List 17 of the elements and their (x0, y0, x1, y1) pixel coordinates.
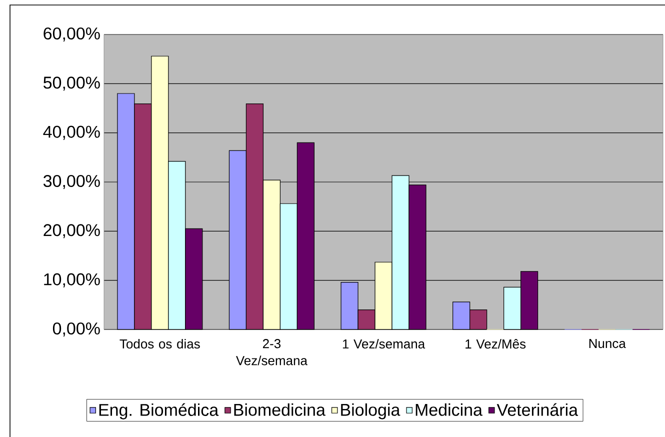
y-tick-label: 50,00% (44, 76, 100, 91)
legend-label: Eng. Biomédica (99, 403, 219, 420)
x-tick-label: Todos os dias (120, 339, 200, 349)
legend-label: Biomedicina (234, 403, 326, 416)
y-tick-label: 0,00% (52, 322, 100, 337)
y-tick-label: 20,00% (44, 224, 100, 238)
y-tick-label: 60,00% (44, 27, 100, 42)
legend-label: Biologia (341, 403, 400, 420)
x-tick-label: 1 Vez/Mês (466, 339, 526, 349)
legend-label: Veterinária (496, 403, 578, 416)
x-tick-label: Nunca (589, 339, 626, 348)
y-tick-label: 40,00% (43, 126, 100, 140)
x-tick-label: 2-3 Vez/semana (236, 339, 308, 366)
legend-label: Medicina (416, 403, 482, 416)
y-tick-label: 30,00% (43, 174, 100, 190)
x-tick-label: 1 Vez/semana (342, 339, 426, 349)
y-tick-label: 10,00% (44, 273, 100, 288)
